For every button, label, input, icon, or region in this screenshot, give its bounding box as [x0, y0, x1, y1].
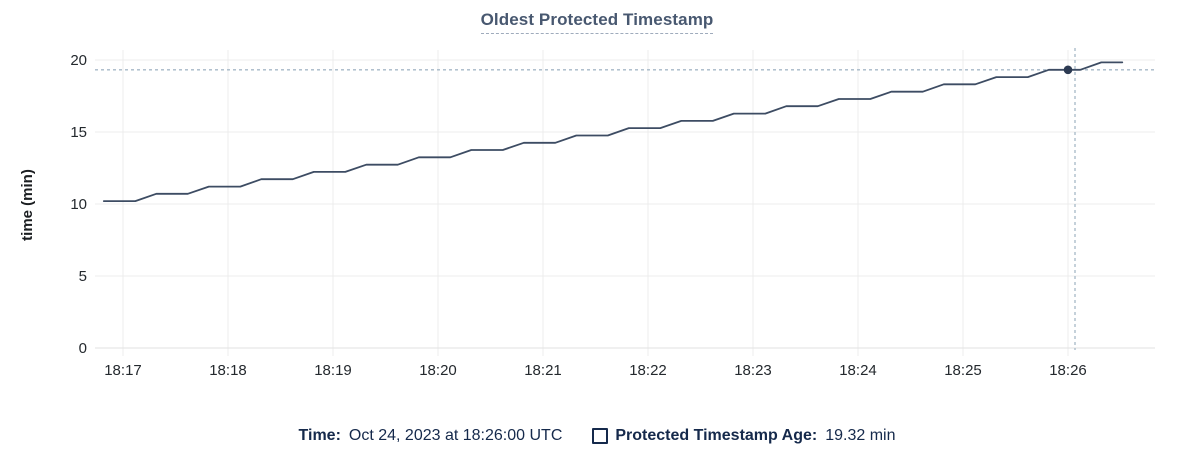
y-tick-label: 10 [70, 196, 87, 213]
x-tick-label: 18:26 [1049, 362, 1087, 379]
series-value: 19.32 min [825, 427, 896, 444]
y-tick-label: 15 [70, 124, 87, 141]
x-tick-label: 18:23 [734, 362, 772, 379]
x-tick-label: 18:20 [419, 362, 457, 379]
time-label: Time: [298, 427, 341, 444]
highlight-marker[interactable] [1063, 65, 1073, 75]
chart-footer-legend: Time: Oct 24, 2023 at 18:26:00 UTC Prote… [0, 427, 1194, 445]
y-axis-label: time (min) [19, 169, 36, 241]
hover-time-readout: Time: Oct 24, 2023 at 18:26:00 UTC [299, 427, 563, 445]
empty-square-icon[interactable] [592, 428, 609, 444]
y-tick-label: 5 [79, 268, 87, 285]
timeseries-chart[interactable]: 0 5 10 15 20 18:17 18:18 18:19 18:20 18:21 18:22 18… [0, 0, 1194, 412]
y-tick-label: 20 [70, 52, 87, 69]
chart-title[interactable]: Oldest Protected Timestamp [480, 10, 714, 34]
chart-title-row: Oldest Protected Timestamp [0, 10, 1194, 34]
series-line [102, 61, 1124, 203]
series-label: Protected Timestamp Age: [615, 427, 818, 444]
y-tick-label: 0 [79, 340, 87, 357]
time-value: Oct 24, 2023 at 18:26:00 UTC [348, 427, 563, 444]
x-tick-label: 18:17 [104, 362, 142, 379]
x-tick-label: 18:24 [839, 362, 877, 379]
x-tick-label: 18:18 [209, 362, 247, 379]
x-tick-label: 18:25 [944, 362, 982, 379]
x-tick-label: 18:22 [629, 362, 667, 379]
x-tick-label: 18:21 [524, 362, 562, 379]
x-tick-label: 18:19 [314, 362, 352, 379]
series-legend-item[interactable]: Protected Timestamp Age: 19.32 min [592, 427, 895, 445]
